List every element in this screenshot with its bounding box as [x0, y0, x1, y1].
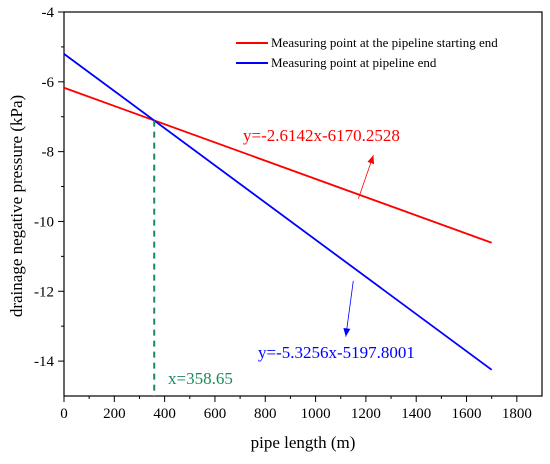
y-tick-label: -14	[34, 354, 54, 370]
x-tick-label: 1800	[502, 406, 532, 422]
legend: Measuring point at the pipeline starting…	[236, 35, 498, 70]
x-tick-label: 800	[254, 406, 277, 422]
x-axis-title: pipe length (m)	[251, 433, 356, 452]
intersection-label: x=358.65	[168, 369, 233, 388]
blue-arrow-shaft	[345, 280, 354, 337]
x-tick-label: 400	[153, 406, 176, 422]
axis-ticks	[58, 11, 518, 402]
legend-label-series-2: Measuring point at pipeline end	[271, 55, 437, 70]
y-tick-label: -10	[34, 214, 54, 230]
series-line-2	[63, 53, 493, 371]
x-tick-label: 1400	[401, 406, 431, 422]
x-tick-label: 1200	[351, 406, 381, 422]
legend-label-series-1: Measuring point at the pipeline starting…	[271, 35, 498, 50]
x-tick-label: 1000	[301, 406, 331, 422]
equation-label-series-1: y=-2.6142x-6170.2528	[243, 126, 400, 145]
x-tick-label: 1600	[452, 406, 482, 422]
y-axis-title: drainage negative pressure (kPa)	[7, 95, 26, 317]
red-arrow-head	[367, 155, 375, 165]
y-tick-label: -12	[34, 284, 54, 300]
annotations	[153, 120, 375, 396]
blue-arrow-head	[343, 327, 351, 337]
y-tick-label: -6	[42, 75, 55, 91]
series-line-1	[63, 86, 492, 244]
x-tick-label: 0	[60, 406, 68, 422]
axis-tick-labels: 0 200 400 600 800 1000 1200 1400 1600 1800 -4 -6 -8 -…	[34, 5, 532, 422]
plot-frame	[63, 11, 543, 397]
series-lines	[63, 53, 493, 371]
x-tick-label: 600	[204, 406, 227, 422]
y-tick-label: -8	[42, 145, 55, 161]
equation-label-series-2: y=-5.3256x-5197.8001	[258, 343, 415, 362]
x-tick-label: 200	[103, 406, 126, 422]
y-tick-label: -4	[42, 5, 55, 21]
